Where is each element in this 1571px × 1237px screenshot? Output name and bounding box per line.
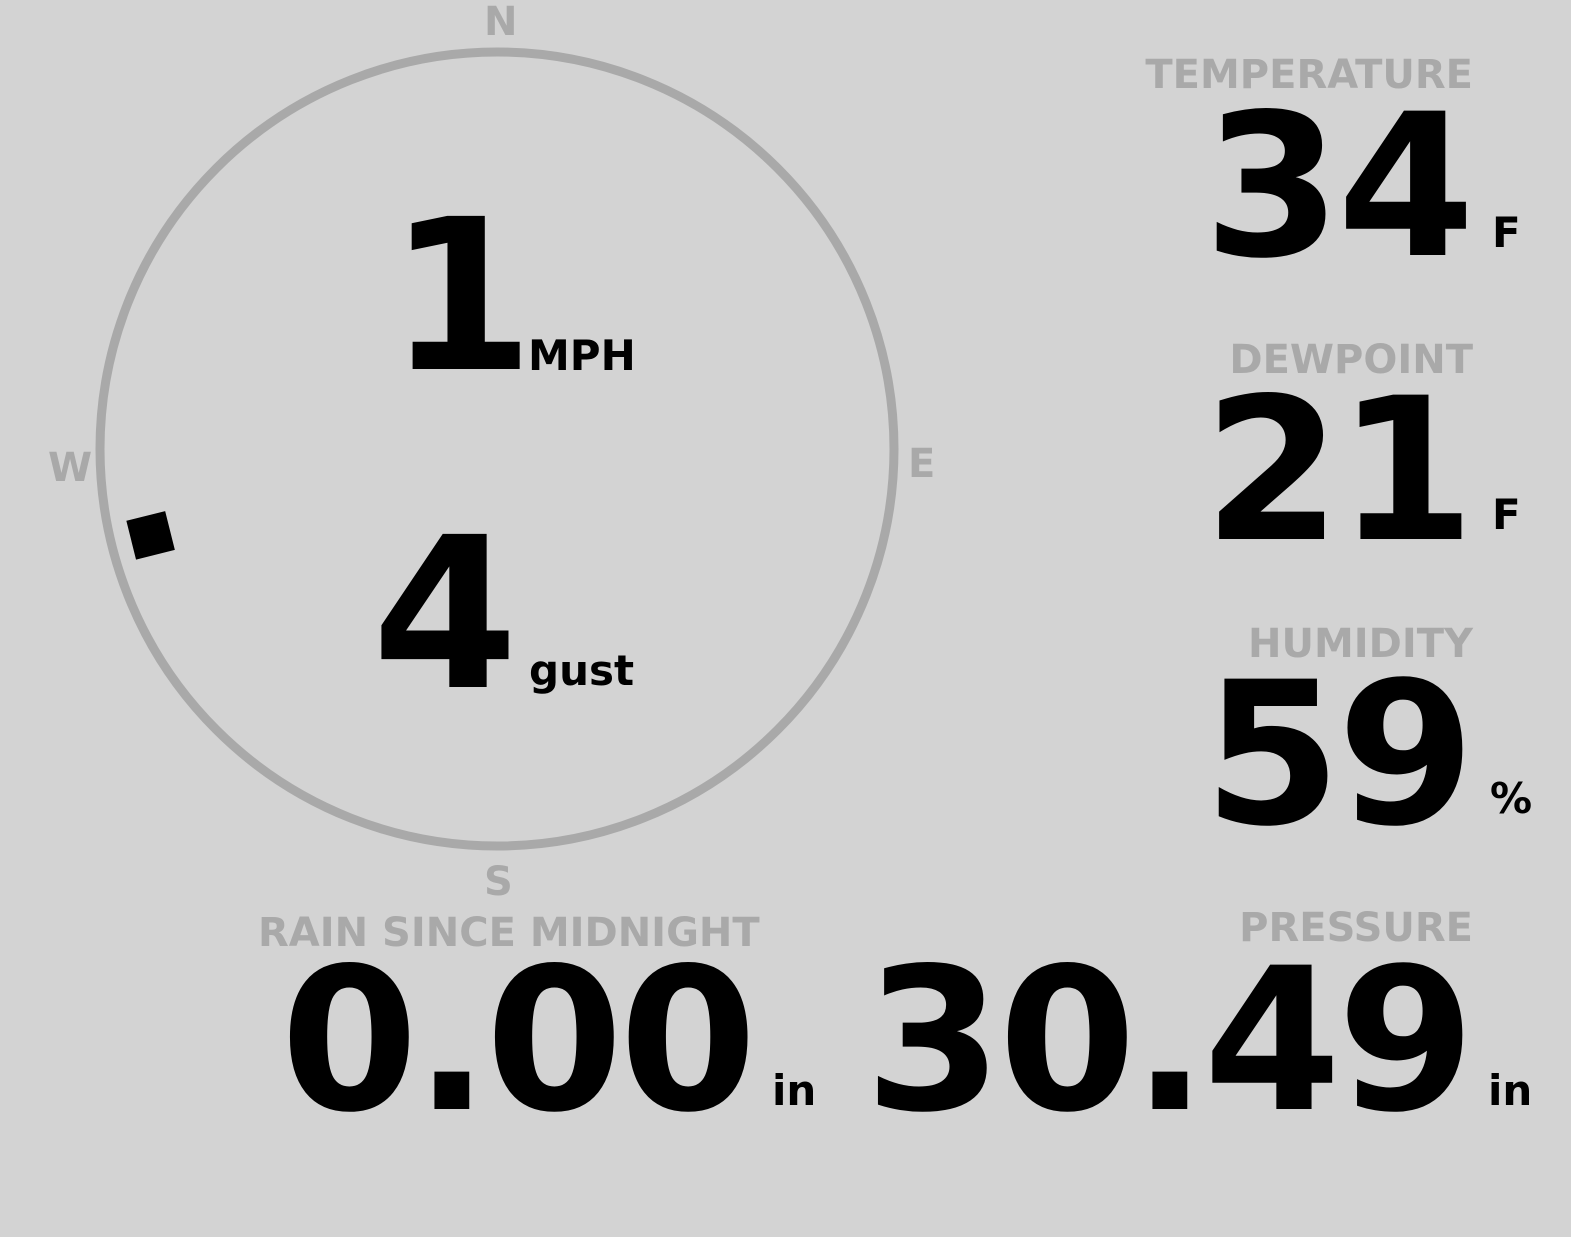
pressure-label: PRESSURE	[1239, 905, 1473, 951]
temperature-label: TEMPERATURE	[1145, 52, 1473, 98]
wind-compass	[95, 47, 899, 851]
wind-gust-value: 4	[372, 492, 518, 737]
humidity-unit: %	[1490, 774, 1533, 823]
wind-speed-value: 1	[388, 174, 534, 419]
wind-gust-label: gust	[529, 646, 635, 695]
dewpoint-label: DEWPOINT	[1229, 337, 1473, 383]
dewpoint-unit: F	[1492, 490, 1521, 539]
rain-value: 0.00	[280, 925, 757, 1156]
compass-ring	[95, 47, 899, 851]
compass-west: W	[48, 445, 93, 491]
dewpoint-value: 21	[1203, 355, 1475, 586]
pressure-unit: in	[1488, 1066, 1533, 1115]
wind-direction-marker	[126, 511, 175, 560]
rain-unit: in	[772, 1066, 817, 1115]
pressure-value: 30.49	[864, 925, 1475, 1156]
wind-speed-unit: MPH	[528, 331, 636, 380]
humidity-value: 59	[1203, 639, 1475, 870]
temperature-value: 34	[1203, 71, 1475, 302]
humidity-label: HUMIDITY	[1248, 621, 1473, 667]
compass-north: N	[484, 0, 518, 45]
compass-south: S	[484, 859, 513, 905]
temperature-unit: F	[1492, 208, 1521, 257]
rain-label: RAIN SINCE MIDNIGHT	[258, 910, 760, 956]
compass-east: E	[908, 441, 936, 487]
